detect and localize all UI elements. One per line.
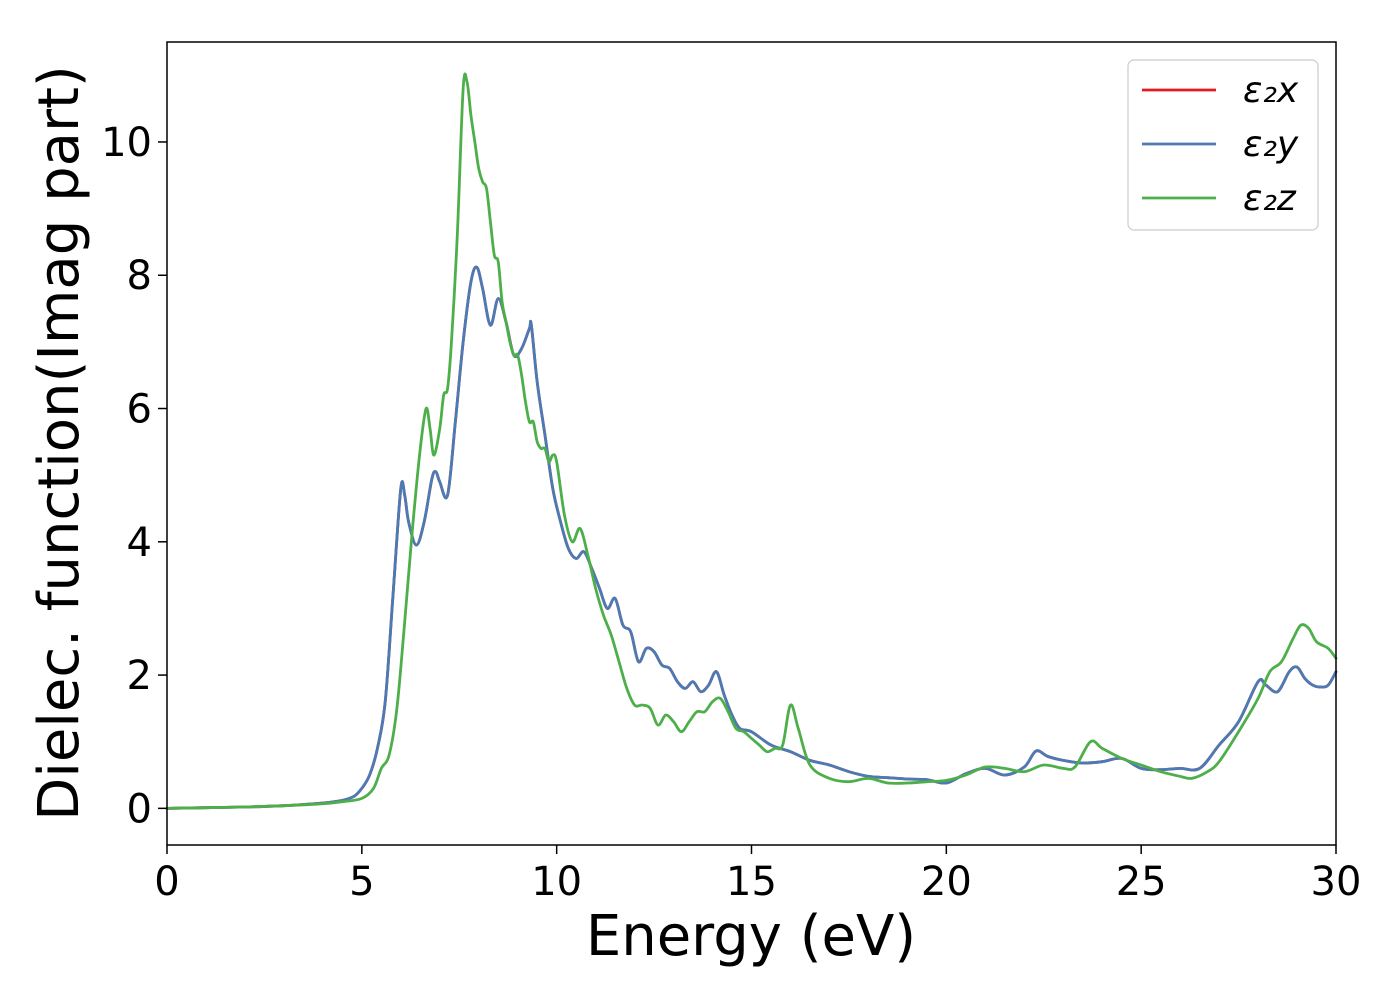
y-tick-label: 0 (127, 786, 152, 832)
x-tick-label: 10 (531, 859, 582, 905)
x-tick-label: 15 (726, 859, 777, 905)
y-tick-label: 6 (127, 387, 152, 433)
x-tick-label: 0 (154, 859, 179, 905)
y-axis-ticks: 0 2 4 6 8 10 (101, 120, 167, 832)
series-layer (165, 72, 1338, 810)
legend-box (1127, 59, 1319, 231)
legend-label-2: ε₂z (1243, 178, 1297, 219)
x-tick-label: 25 (1116, 859, 1167, 905)
y-axis-title: Dielec. function(Imag part) (27, 65, 92, 821)
series-line-0 (165, 265, 1338, 810)
x-tick-label: 5 (349, 859, 374, 905)
y-tick-label: 8 (127, 253, 152, 299)
y-tick-label: 4 (127, 520, 152, 566)
x-axis-title: Energy (eV) (586, 904, 916, 969)
y-tick-label: 2 (127, 653, 152, 699)
series-line-2 (165, 72, 1338, 810)
x-tick-label: 30 (1311, 859, 1362, 905)
x-axis-ticks: 0 5 10 15 20 25 30 (154, 845, 1361, 905)
x-tick-label: 20 (921, 859, 972, 905)
legend-label-0: ε₂x (1243, 70, 1299, 111)
legend-label-1: ε₂y (1243, 124, 1299, 165)
legend: ε₂x ε₂y ε₂z (1127, 59, 1319, 231)
y-tick-label: 10 (101, 120, 152, 166)
series-line-1 (165, 265, 1338, 810)
legend-items: ε₂x ε₂y ε₂z (1142, 70, 1299, 219)
